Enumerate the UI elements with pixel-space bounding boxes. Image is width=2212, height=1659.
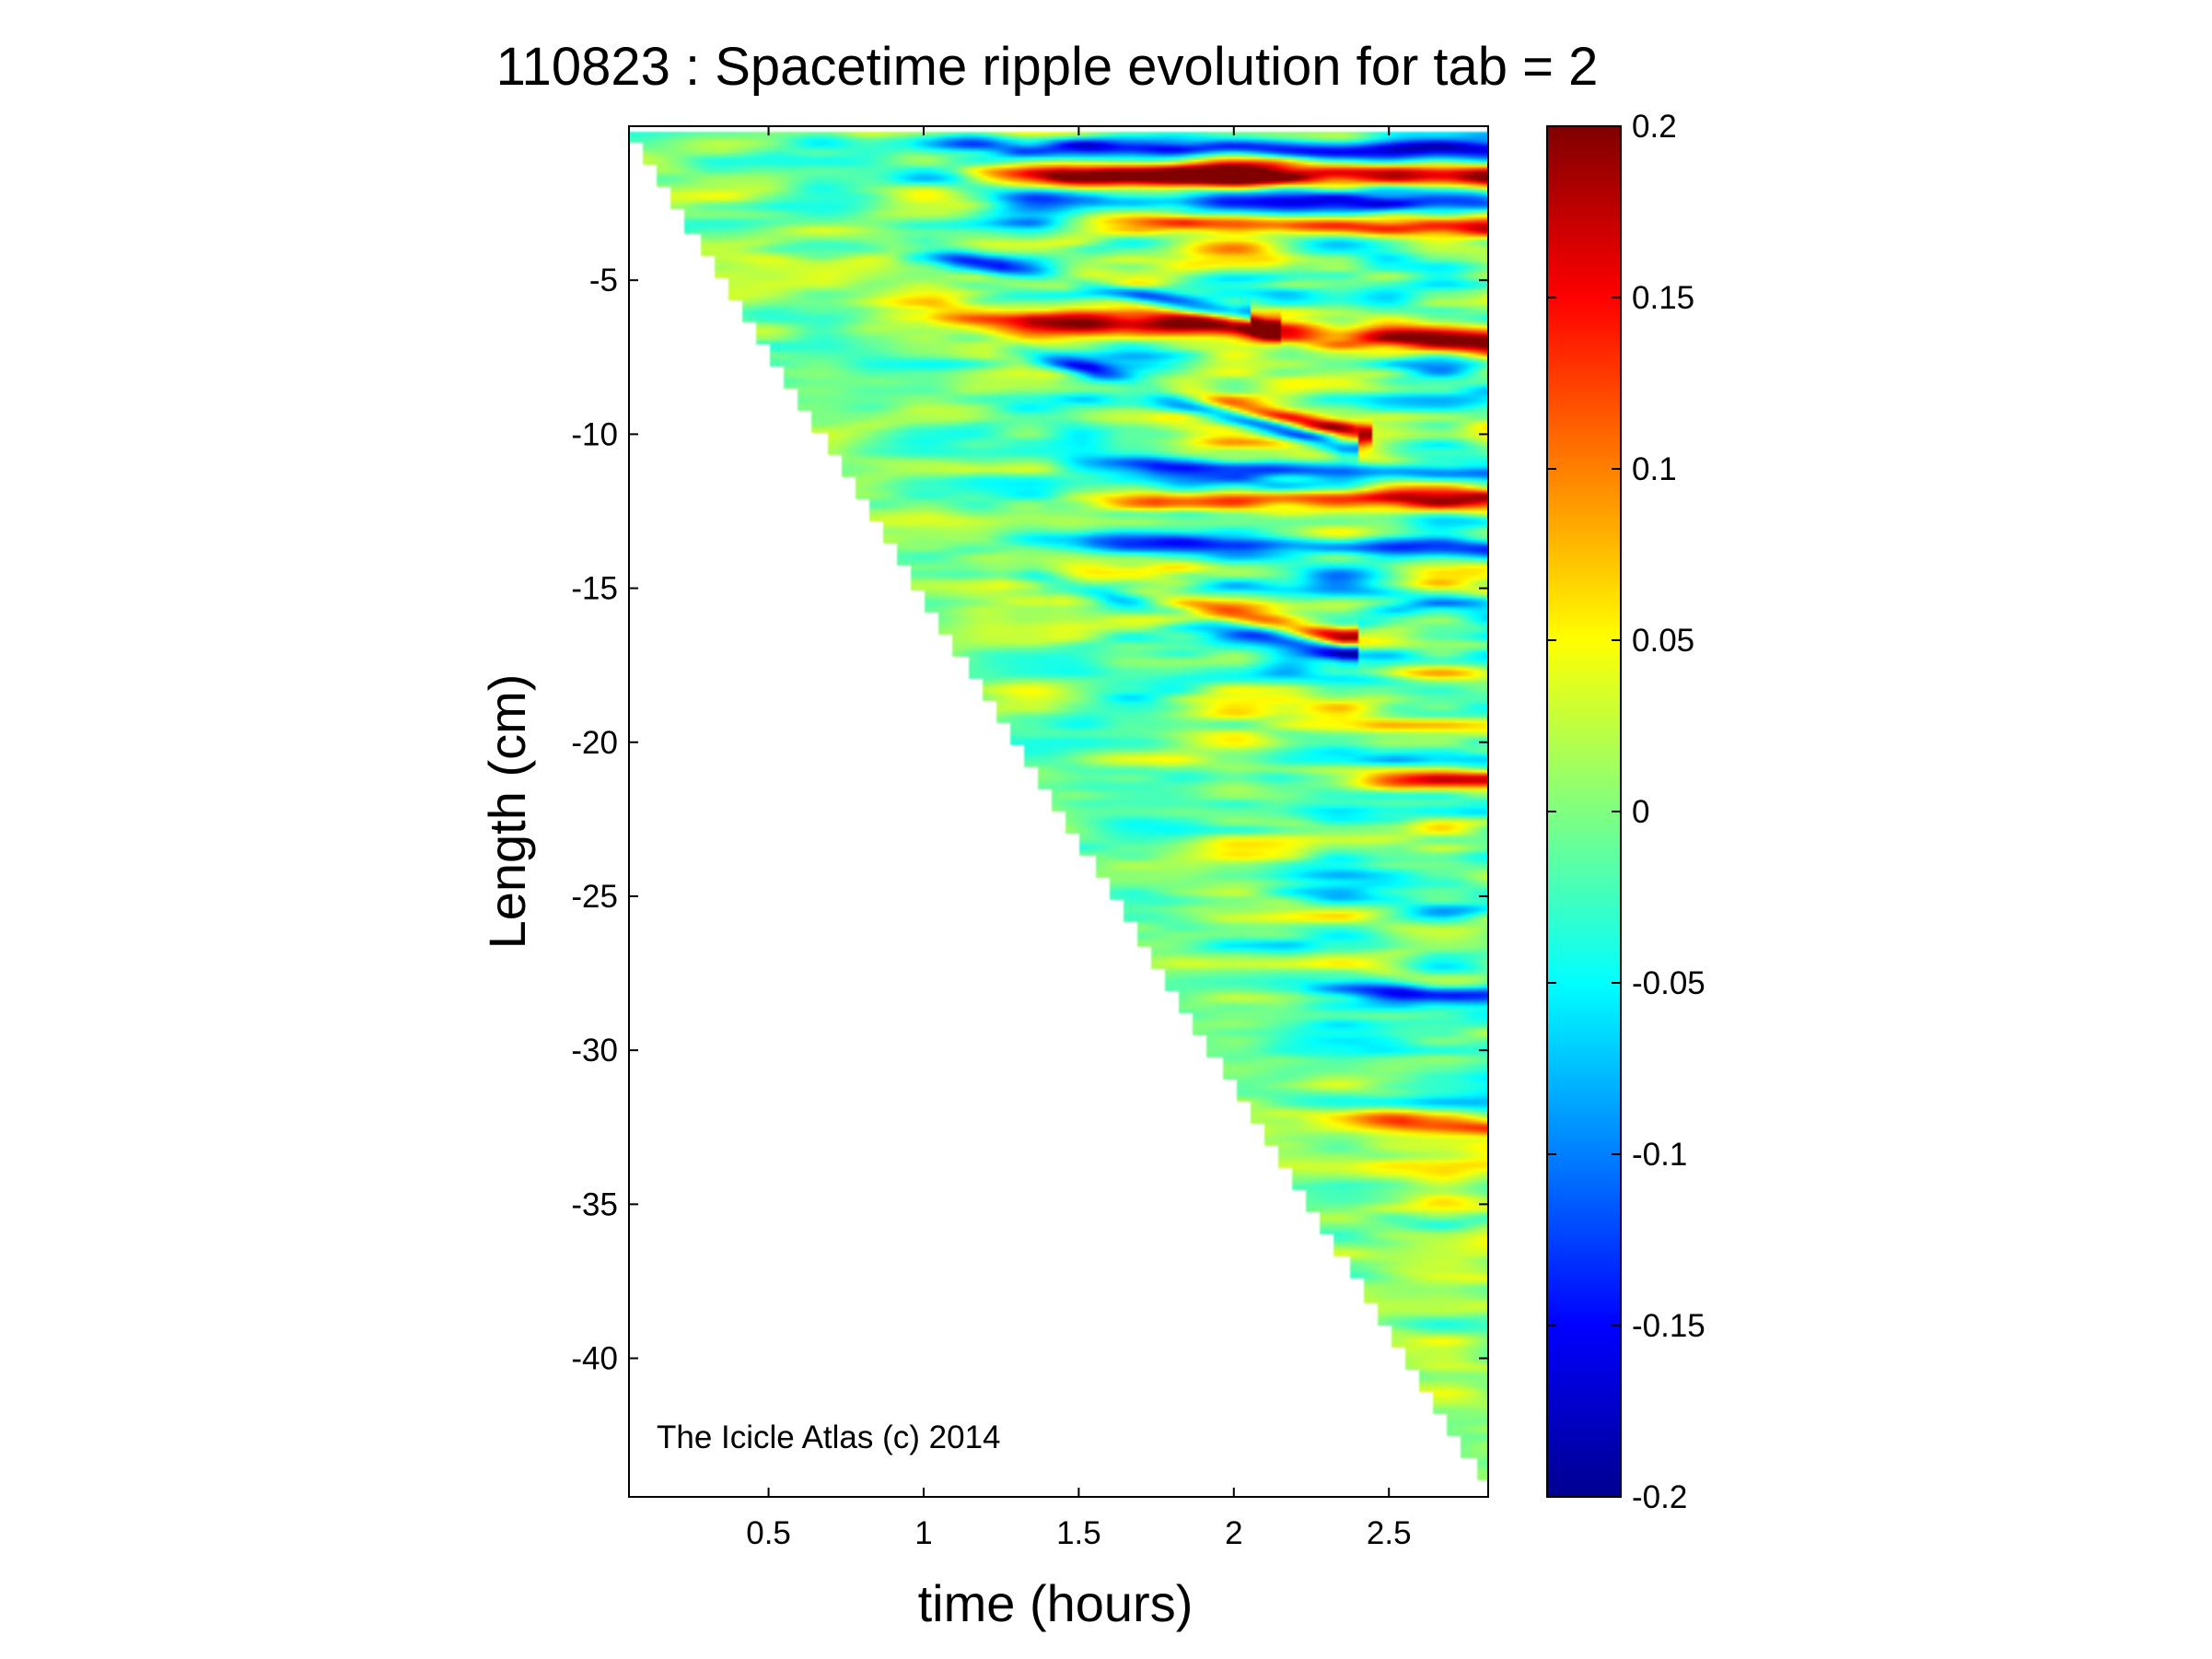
y-axis-label: Length (cm)	[478, 674, 536, 950]
colorbar-tick-label: -0.05	[1632, 965, 1706, 1001]
colorbar-tick-label: 0	[1632, 794, 1649, 830]
y-tick-label: -30	[571, 1033, 618, 1069]
colorbar: 0.2 0.15 0.1 0.05 0 -0.05 -0.1 -0.15 -0.2	[1546, 109, 1706, 1515]
colorbar-tick-label: -0.2	[1632, 1479, 1687, 1515]
y-tick-label: -20	[571, 725, 618, 761]
y-tick-label: -5	[589, 263, 618, 298]
x-tick-label: 1	[914, 1515, 932, 1551]
x-axis-label: time (hours)	[918, 1574, 1193, 1632]
x-axis-ticks: 0.5 1 1.5 2 2.5	[746, 126, 1412, 1551]
x-tick-label: 0.5	[746, 1515, 791, 1551]
colorbar-gradient	[1546, 125, 1622, 1498]
heatmap-image	[629, 126, 1488, 1497]
y-tick-label: -40	[571, 1341, 618, 1377]
y-tick-label: -25	[571, 879, 618, 915]
y-tick-label: -10	[571, 416, 618, 452]
x-tick-label: 2.5	[1367, 1515, 1412, 1551]
colorbar-tick-label: 0.05	[1632, 623, 1694, 659]
colorbar-tick-label: 0.1	[1632, 451, 1677, 487]
x-tick-label: 1.5	[1056, 1515, 1101, 1551]
plot-area	[628, 125, 1489, 1498]
y-axis-ticks: -5 -10 -15 -20 -25 -30 -35 -40	[571, 263, 1488, 1377]
y-tick-label: -15	[571, 571, 618, 607]
x-tick-label: 2	[1225, 1515, 1242, 1551]
plot-frame	[628, 125, 1489, 1498]
colorbar-tick-label: -0.1	[1632, 1137, 1687, 1173]
colorbar-tick-label: -0.15	[1632, 1308, 1706, 1344]
chart-title: 110823 : Spacetime ripple evolution for …	[496, 37, 1599, 97]
colorbar-tick-label: 0.15	[1632, 280, 1694, 316]
colorbar-tick-label: 0.2	[1632, 109, 1677, 145]
y-tick-label: -35	[571, 1186, 618, 1222]
copyright-annotation: The Icicle Atlas (c) 2014	[657, 1419, 1001, 1455]
colorbar-ticks: 0.2 0.15 0.1 0.05 0 -0.05 -0.1 -0.15 -0.2	[1547, 109, 1706, 1515]
